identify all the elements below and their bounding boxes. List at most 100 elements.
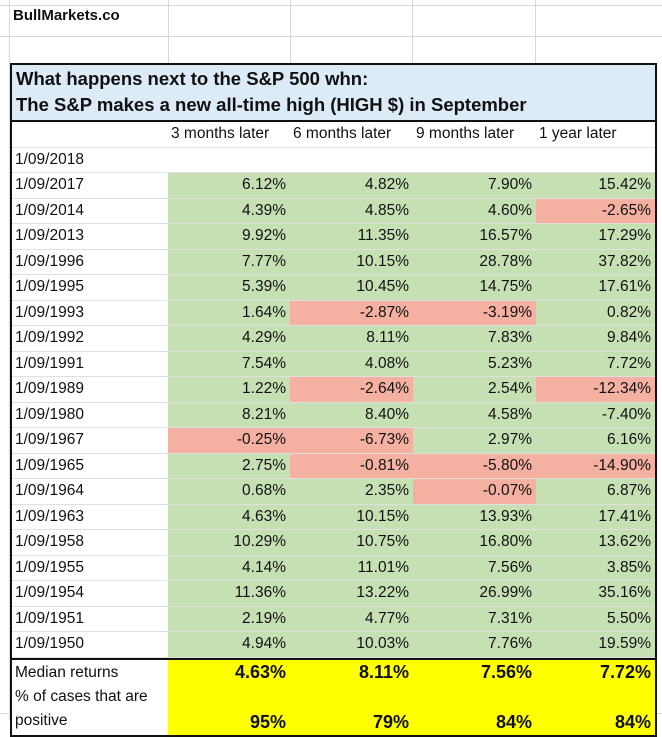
date-cell[interactable]: 1/09/1951	[15, 609, 84, 627]
return-cell[interactable]: 4.14%	[168, 555, 290, 580]
return-cell[interactable]: 13.93%	[413, 504, 536, 529]
return-cell[interactable]: 3.85%	[536, 555, 655, 580]
date-cell[interactable]: 1/09/1996	[15, 252, 84, 270]
return-cell[interactable]: 11.01%	[290, 555, 413, 580]
return-cell[interactable]: 10.75%	[290, 530, 413, 555]
return-cell[interactable]: 2.35%	[290, 479, 413, 504]
return-cell[interactable]: 7.54%	[168, 351, 290, 376]
header-3-months[interactable]: 3 months later	[171, 125, 270, 142]
return-cell[interactable]: 4.63%	[168, 504, 290, 529]
return-cell[interactable]: 5.50%	[536, 606, 655, 631]
return-cell[interactable]: 35.16%	[536, 581, 655, 606]
return-cell[interactable]: 17.29%	[536, 224, 655, 249]
return-cell[interactable]: 14.75%	[413, 275, 536, 300]
return-cell[interactable]: 8.11%	[290, 326, 413, 351]
median-value[interactable]: 7.56%	[413, 659, 536, 685]
return-cell[interactable]: -2.65%	[536, 198, 655, 223]
date-cell[interactable]: 1/09/1964	[15, 482, 84, 499]
return-cell[interactable]: 1.64%	[168, 300, 290, 325]
return-cell[interactable]: 4.29%	[168, 326, 290, 351]
return-cell[interactable]: -12.34%	[536, 377, 655, 402]
median-label[interactable]: Median returns	[15, 663, 119, 681]
return-cell[interactable]: -7.40%	[536, 402, 655, 427]
return-cell[interactable]: 4.58%	[413, 402, 536, 427]
return-cell[interactable]: 2.75%	[168, 453, 290, 478]
return-cell[interactable]: 17.41%	[536, 504, 655, 529]
return-cell[interactable]: 9.92%	[168, 224, 290, 249]
header-1-year[interactable]: 1 year later	[539, 125, 617, 142]
header-6-months[interactable]: 6 months later	[293, 125, 392, 142]
positive-value[interactable]: 79%	[290, 684, 413, 735]
date-cell[interactable]: 1/09/1991	[15, 354, 84, 372]
positive-value[interactable]: 84%	[413, 684, 536, 735]
return-cell[interactable]: 28.78%	[413, 249, 536, 274]
return-cell[interactable]: 1.22%	[168, 377, 290, 402]
return-cell[interactable]: -6.73%	[290, 428, 413, 453]
return-cell[interactable]: 17.61%	[536, 275, 655, 300]
date-cell[interactable]: 1/09/2017	[15, 176, 84, 193]
return-cell[interactable]: 10.45%	[290, 275, 413, 300]
return-cell[interactable]: 11.36%	[168, 581, 290, 606]
return-cell[interactable]: 5.23%	[413, 351, 536, 376]
median-value[interactable]: 7.72%	[536, 659, 655, 685]
return-cell[interactable]: 10.29%	[168, 530, 290, 555]
return-cell[interactable]: 4.82%	[290, 173, 413, 198]
return-cell[interactable]: 4.08%	[290, 351, 413, 376]
return-cell[interactable]: 6.16%	[536, 428, 655, 453]
return-cell[interactable]: 2.97%	[413, 428, 536, 453]
date-cell[interactable]: 1/09/2018	[15, 150, 84, 168]
positive-value[interactable]: 84%	[536, 684, 655, 735]
return-cell[interactable]: 10.15%	[290, 249, 413, 274]
positive-label[interactable]: % of cases that are positive	[12, 685, 168, 735]
return-cell[interactable]: 10.15%	[290, 504, 413, 529]
return-cell[interactable]: 10.03%	[290, 632, 413, 657]
return-cell[interactable]: 26.99%	[413, 581, 536, 606]
return-cell[interactable]: -14.90%	[536, 453, 655, 478]
date-cell[interactable]: 1/09/2013	[15, 227, 84, 244]
return-cell[interactable]: 0.82%	[536, 300, 655, 325]
return-cell[interactable]: 16.57%	[413, 224, 536, 249]
date-cell[interactable]: 1/09/1992	[15, 329, 84, 346]
return-cell[interactable]: 19.59%	[536, 632, 655, 657]
return-cell[interactable]: 2.19%	[168, 606, 290, 631]
date-cell[interactable]: 1/09/1963	[15, 507, 84, 525]
return-cell[interactable]: 6.12%	[168, 173, 290, 198]
date-cell[interactable]: 1/09/1955	[15, 558, 84, 576]
date-cell[interactable]: 1/09/1958	[15, 533, 84, 550]
return-cell[interactable]: 4.60%	[413, 198, 536, 223]
date-cell[interactable]: 1/09/1980	[15, 405, 84, 423]
return-cell[interactable]: 11.35%	[290, 224, 413, 249]
date-cell[interactable]: 1/09/1954	[15, 584, 84, 601]
header-9-months[interactable]: 9 months later	[416, 125, 515, 142]
date-cell[interactable]: 1/09/1995	[15, 278, 84, 295]
date-cell[interactable]: 1/09/1950	[15, 635, 84, 652]
date-cell[interactable]: 1/09/1989	[15, 380, 84, 397]
date-cell[interactable]: 1/09/1993	[15, 303, 84, 321]
return-cell[interactable]: 15.42%	[536, 173, 655, 198]
return-cell[interactable]: 16.80%	[413, 530, 536, 555]
return-cell[interactable]: 8.21%	[168, 402, 290, 427]
return-cell[interactable]: -5.80%	[413, 453, 536, 478]
median-value[interactable]: 4.63%	[168, 659, 290, 685]
return-cell[interactable]: 7.72%	[536, 351, 655, 376]
date-cell[interactable]: 1/09/1965	[15, 456, 84, 474]
return-cell[interactable]: 7.31%	[413, 606, 536, 631]
return-cell[interactable]: 4.39%	[168, 198, 290, 223]
return-cell[interactable]: 2.54%	[413, 377, 536, 402]
return-cell[interactable]: 13.62%	[536, 530, 655, 555]
return-cell[interactable]: -0.81%	[290, 453, 413, 478]
return-cell[interactable]: -2.87%	[290, 300, 413, 325]
date-cell[interactable]: 1/09/2014	[15, 201, 84, 219]
return-cell[interactable]: 4.94%	[168, 632, 290, 657]
return-cell[interactable]: -3.19%	[413, 300, 536, 325]
return-cell[interactable]: 37.82%	[536, 249, 655, 274]
return-cell[interactable]: 0.68%	[168, 479, 290, 504]
median-value[interactable]: 8.11%	[290, 659, 413, 685]
return-cell[interactable]: 9.84%	[536, 326, 655, 351]
return-cell[interactable]: 7.56%	[413, 555, 536, 580]
return-cell[interactable]: 4.77%	[290, 606, 413, 631]
positive-value[interactable]: 95%	[168, 684, 290, 735]
return-cell[interactable]: 4.85%	[290, 198, 413, 223]
return-cell[interactable]: -0.25%	[168, 428, 290, 453]
return-cell[interactable]: -0.07%	[413, 479, 536, 504]
